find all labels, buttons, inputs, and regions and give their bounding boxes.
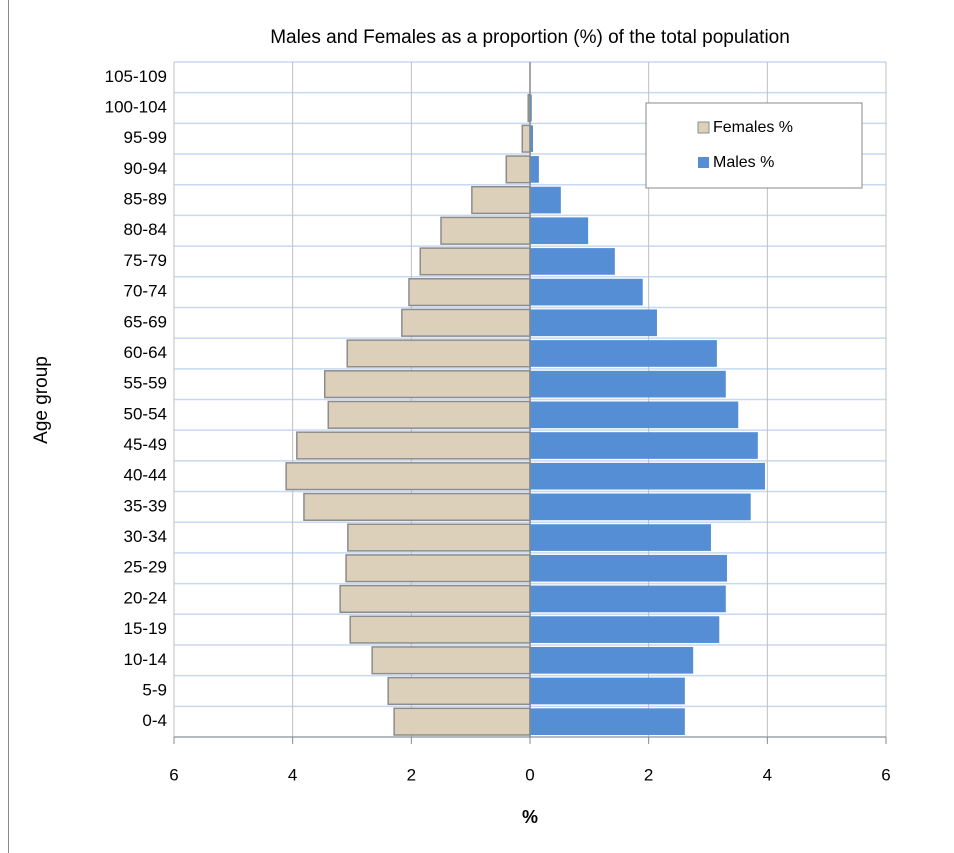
bar — [530, 432, 758, 459]
bar — [323, 370, 531, 399]
y-tick-label: 55-59 — [124, 374, 167, 393]
bar — [419, 247, 531, 276]
bar — [346, 339, 531, 368]
y-tick-label: 100-104 — [105, 98, 167, 117]
bar — [530, 278, 643, 306]
x-tick-label: 6 — [881, 765, 890, 784]
bar — [296, 431, 531, 460]
bar — [371, 646, 531, 675]
y-tick-label: 10-14 — [124, 650, 167, 669]
bar — [530, 309, 657, 337]
y-tick-label: 35-39 — [124, 496, 167, 515]
y-tick-label: 65-69 — [124, 312, 167, 331]
x-tick-label: 2 — [407, 765, 416, 784]
y-tick-label: 45-49 — [124, 435, 167, 454]
bar — [530, 340, 717, 367]
y-tick-label: 80-84 — [124, 220, 167, 239]
y-tick-label: 0-4 — [142, 711, 167, 730]
bar — [505, 155, 531, 184]
x-axis-title: % — [522, 807, 538, 827]
y-tick-label: 25-29 — [124, 558, 167, 577]
y-tick-label: 5-9 — [142, 680, 167, 699]
bar — [530, 401, 739, 429]
x-tick-label: 4 — [763, 765, 772, 784]
y-tick-label: 105-109 — [105, 67, 167, 86]
bar — [303, 492, 531, 521]
y-tick-label: 50-54 — [124, 404, 167, 423]
bar — [347, 523, 531, 552]
y-tick-label: 20-24 — [124, 588, 167, 607]
bar — [530, 616, 720, 643]
legend-swatch — [697, 121, 710, 134]
bar — [345, 554, 531, 583]
bar — [530, 524, 711, 551]
x-tick-label: 4 — [288, 765, 297, 784]
bar — [530, 370, 726, 398]
legend-box — [645, 102, 863, 189]
bar — [530, 94, 532, 122]
bar — [327, 400, 531, 429]
bar — [530, 677, 685, 705]
x-tick-label: 6 — [169, 765, 178, 784]
y-tick-label: 40-44 — [124, 466, 167, 485]
bar — [530, 186, 561, 214]
bar — [530, 156, 539, 183]
bar — [285, 462, 531, 491]
chart-title: Males and Females as a proportion (%) of… — [270, 27, 790, 48]
legend-label: Females % — [713, 119, 793, 136]
bar — [530, 708, 685, 735]
bar — [401, 308, 531, 337]
y-tick-label: 30-34 — [124, 527, 167, 546]
bar — [530, 493, 751, 521]
bar — [349, 615, 531, 644]
bar — [440, 216, 531, 245]
legend-label: Males % — [713, 154, 774, 171]
y-tick-label: 15-19 — [124, 619, 167, 638]
bar — [530, 554, 727, 582]
y-tick-label: 60-64 — [124, 343, 167, 362]
bar — [339, 584, 531, 614]
bar — [530, 217, 589, 245]
bar — [408, 278, 531, 307]
y-tick-label: 90-94 — [124, 159, 167, 178]
bar — [530, 462, 765, 490]
y-tick-label: 75-79 — [124, 251, 167, 270]
y-axis-title: Age group — [31, 356, 52, 444]
bar — [387, 676, 531, 706]
bar — [393, 707, 531, 736]
bar — [530, 125, 533, 153]
bar — [530, 248, 615, 275]
y-tick-label: 95-99 — [124, 128, 167, 147]
bar — [530, 585, 726, 613]
bar — [471, 185, 531, 215]
y-tick-label: 70-74 — [124, 282, 167, 301]
y-tick-label: 85-89 — [124, 190, 167, 209]
x-tick-label: 0 — [525, 765, 534, 784]
legend-swatch — [698, 157, 709, 168]
x-tick-label: 2 — [644, 765, 653, 784]
bar — [521, 124, 531, 153]
bar — [530, 646, 694, 674]
